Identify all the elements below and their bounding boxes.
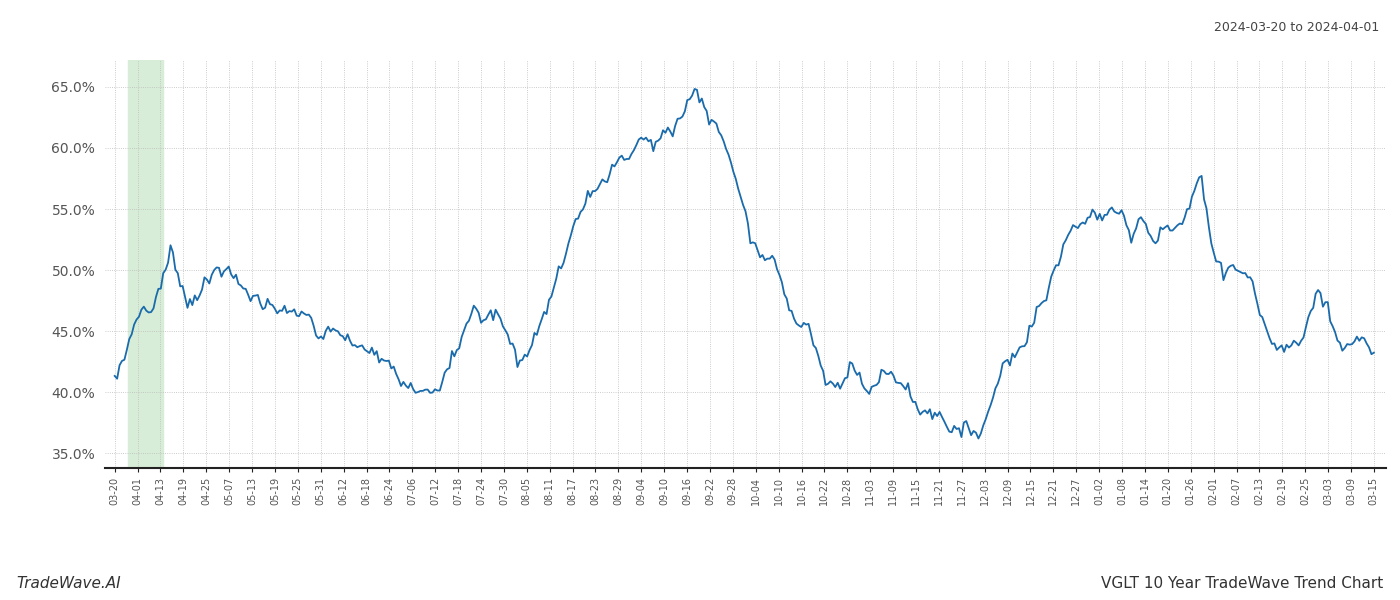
- Text: 2024-03-20 to 2024-04-01: 2024-03-20 to 2024-04-01: [1214, 21, 1379, 34]
- Bar: [129, 60, 162, 468]
- Text: TradeWave.AI: TradeWave.AI: [17, 576, 122, 591]
- Text: VGLT 10 Year TradeWave Trend Chart: VGLT 10 Year TradeWave Trend Chart: [1100, 576, 1383, 591]
